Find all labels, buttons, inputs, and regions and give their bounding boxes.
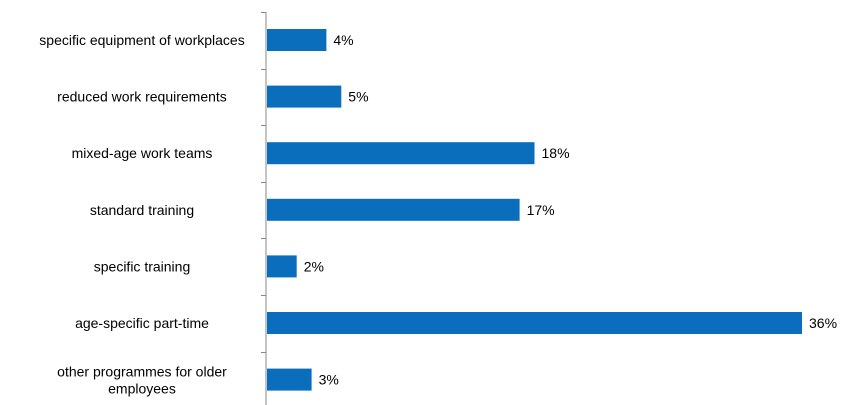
category-label: specific training [94, 258, 191, 274]
bar [267, 85, 342, 108]
value-label: 2% [304, 258, 324, 274]
category-label: age-specific part-time [75, 315, 209, 331]
category-label: specific equipment of workplaces [39, 32, 244, 48]
bar [267, 312, 802, 334]
bars [267, 29, 802, 391]
bar [267, 142, 535, 165]
category-label: other programmes for older employees [57, 364, 227, 397]
bar [267, 255, 297, 278]
bar [267, 29, 327, 51]
value-labels: 4% 5% 18% 17% 2% 36% 3% [304, 32, 837, 388]
value-label: 36% [809, 315, 837, 331]
bar [267, 198, 520, 221]
value-label: 3% [319, 372, 339, 388]
value-label: 18% [542, 145, 570, 161]
category-label: reduced work requirements [57, 89, 227, 105]
category-labels: specific equipment of workplaces reduced … [39, 32, 244, 397]
category-label: mixed-age work teams [72, 145, 213, 161]
bar [267, 368, 312, 391]
value-label: 4% [333, 32, 353, 48]
value-label: 17% [527, 202, 555, 218]
value-label: 5% [348, 89, 368, 105]
category-label: standard training [90, 202, 194, 218]
category-axis [261, 12, 267, 405]
